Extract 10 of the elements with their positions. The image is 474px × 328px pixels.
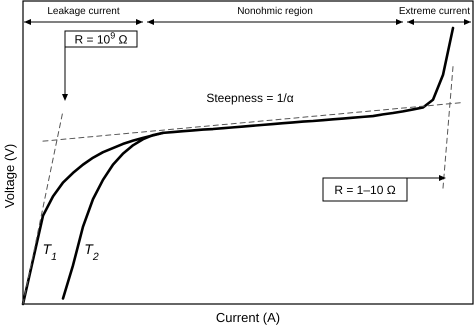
series-label: T$_{2}$ (84, 240, 99, 263)
x-axis-title: Current (A) (216, 310, 280, 325)
text: Leakage current (47, 6, 120, 17)
text: Nonohmic region (237, 6, 313, 17)
y-axis-title: Voltage (V) (2, 144, 17, 208)
annotation: R = 1–10 Ω (334, 183, 396, 197)
annotation: R = 10$^{9}$ Ω (74, 30, 128, 46)
annotation: Steepness = 1/α (206, 91, 294, 105)
series-label: T$_{1}$ (42, 240, 57, 263)
text: Extreme current (398, 6, 470, 17)
